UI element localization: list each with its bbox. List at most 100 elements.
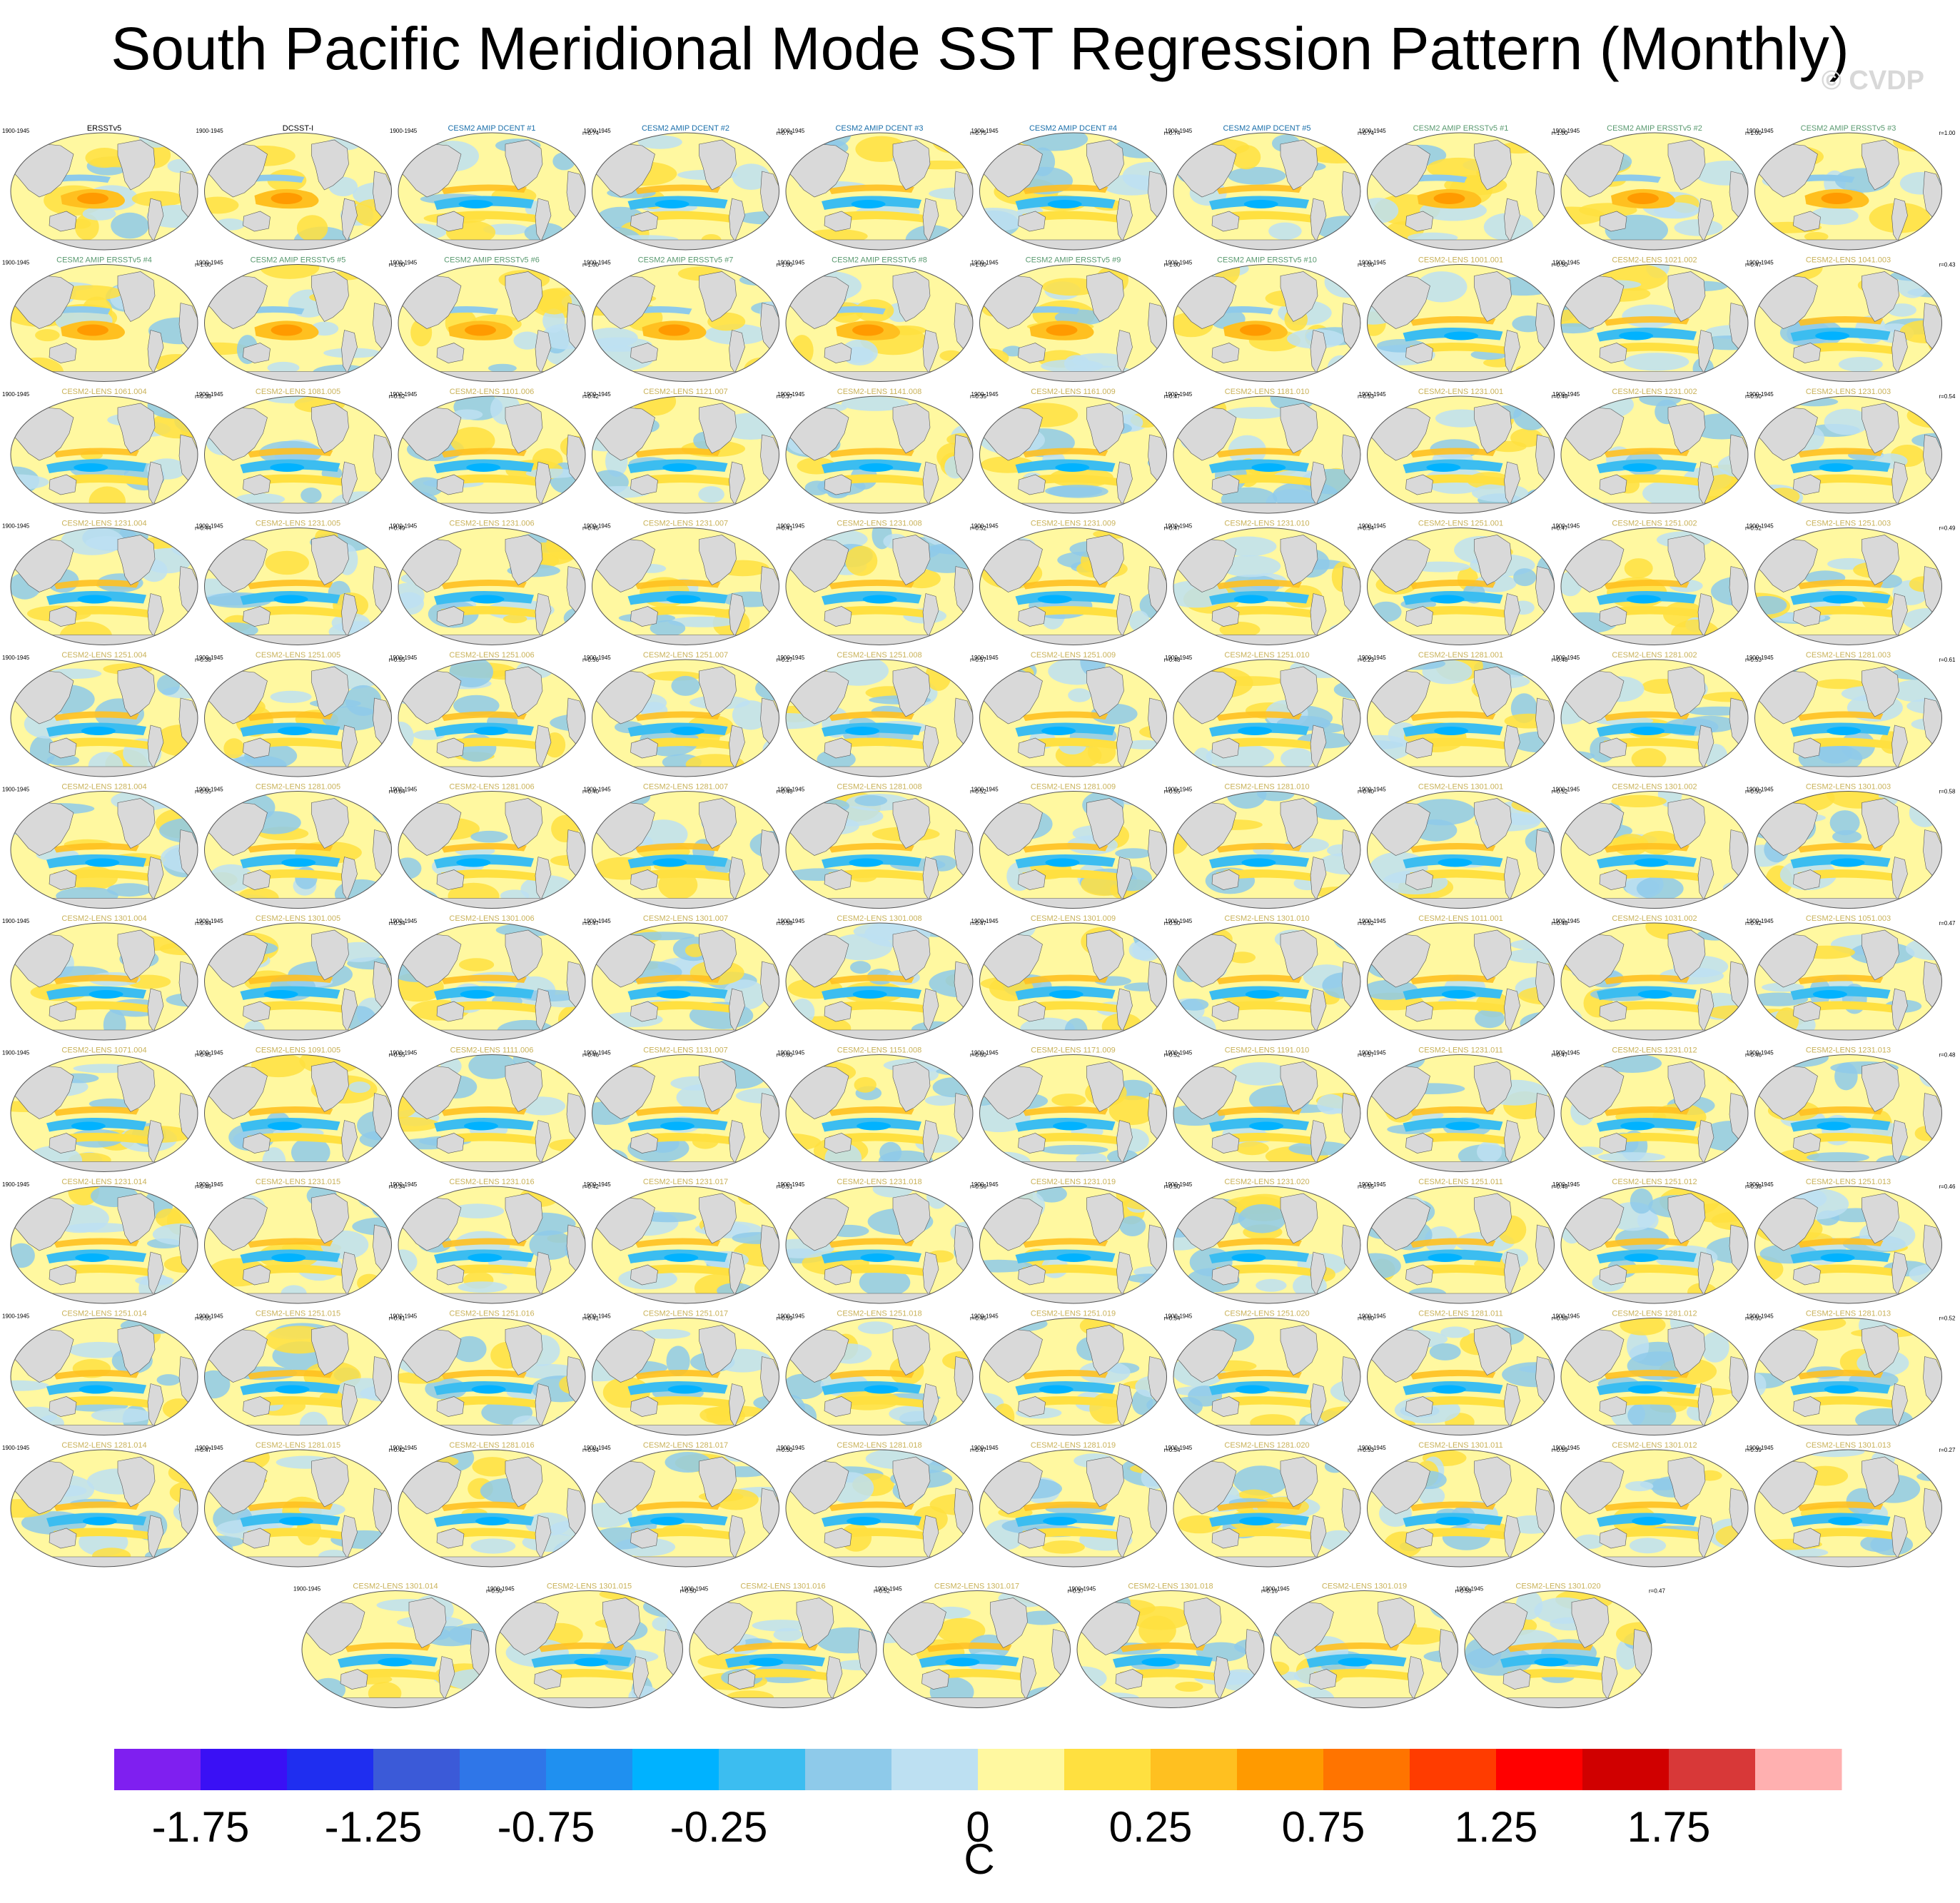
sst-warm-band [1410, 342, 1510, 355]
land-mass [1697, 1251, 1714, 1296]
map-outline [1173, 922, 1361, 1041]
panel-period: 1900-1945 [196, 1445, 224, 1451]
sst-cool-core [263, 990, 298, 999]
land-mass [799, 371, 959, 382]
panel-pattern-correlation: r=0.52 [389, 393, 405, 400]
panel-pattern-correlation: r=0.34 [389, 920, 405, 927]
map-outline [1367, 791, 1555, 909]
sst-anomaly-patch [1116, 1186, 1167, 1210]
sst-anomaly-patch [1465, 1645, 1533, 1676]
sst-anomaly-patch [1102, 174, 1162, 196]
sst-warm-band [1022, 869, 1123, 882]
panel-pattern-correlation: r=0.56 [970, 1183, 986, 1190]
land-mass [505, 139, 543, 191]
sst-warm-band [1797, 737, 1898, 749]
panel-period: 1900-1945 [1359, 1181, 1387, 1188]
land-mass [1862, 1325, 1899, 1375]
panel-period: 1900-1945 [1552, 918, 1580, 924]
sst-anomaly-patch [453, 695, 500, 716]
panel-period: 1900-1945 [390, 1313, 418, 1320]
land-mass [147, 857, 164, 901]
sst-warm-band [1797, 342, 1898, 355]
land-mass [436, 737, 465, 759]
map-outline [495, 1590, 683, 1708]
panel-period: 1900-1945 [971, 1181, 999, 1188]
sst-warm-band [1410, 1132, 1510, 1145]
sst-warm-band [1604, 448, 1689, 458]
land-mass [1474, 403, 1512, 454]
sst-anomaly-patch [1068, 688, 1091, 702]
sst-anomaly-patch [1505, 949, 1555, 964]
land-mass [1599, 343, 1627, 363]
land-mass [1599, 1133, 1627, 1154]
panel-pattern-correlation: r=0.60 [1358, 1316, 1374, 1322]
land-mass [729, 461, 745, 505]
land-mass [1211, 1264, 1240, 1286]
land-mass [24, 1556, 184, 1567]
land-mass [412, 766, 572, 777]
sst-cool-core [79, 1385, 113, 1394]
land-mass [412, 1293, 572, 1303]
land-mass [1667, 1456, 1706, 1508]
land-mass [1769, 1161, 1928, 1172]
panel-period: 1900-1945 [390, 918, 418, 924]
sst-anomaly-patch [131, 191, 185, 207]
panel-period: 1900-1945 [1552, 523, 1580, 530]
sst-warm-band [441, 1528, 541, 1540]
panel-pattern-correlation: r=0.45 [195, 1052, 211, 1059]
land-mass [1187, 1293, 1347, 1303]
panel-title: CESM2-LENS 1251.017 [643, 1310, 728, 1318]
sst-warm-band [829, 1528, 929, 1540]
sst-warm-band [1022, 605, 1123, 618]
sst-warm-band [1313, 1642, 1400, 1652]
sst-anomaly-patch [939, 138, 973, 152]
sst-warm-band [247, 1264, 348, 1276]
sst-anomaly-patch [1333, 923, 1360, 951]
sst-anomaly-patch [1040, 1145, 1108, 1155]
sst-warm-band [635, 1238, 721, 1248]
land-mass [1793, 1264, 1821, 1286]
land-mass [1793, 606, 1821, 627]
land-mass [1474, 929, 1512, 981]
panel-title: CESM2-LENS 1281.003 [1806, 651, 1891, 660]
panel-period: 1900-1945 [2, 1313, 30, 1320]
sst-warm-band [1604, 474, 1704, 486]
map-outline [398, 922, 586, 1041]
panel-pattern-correlation: r=0.23 [1358, 657, 1374, 663]
land-mass [24, 898, 184, 909]
panel-title: CESM2-LENS 1061.004 [61, 388, 146, 396]
sst-anomaly-patch [156, 1374, 181, 1386]
panel-title: CESM2-LENS 1301.016 [740, 1583, 825, 1591]
land-mass [1187, 503, 1347, 513]
sst-cool-core [1622, 463, 1657, 472]
map-outline [592, 528, 779, 645]
land-mass [799, 1029, 959, 1040]
panel-pattern-correlation: r=0.57 [970, 657, 986, 663]
sst-warm-core [1627, 193, 1659, 204]
map-outline [204, 1318, 392, 1435]
sst-anomaly-patch [732, 700, 769, 730]
sst-anomaly-patch [1561, 1155, 1577, 1168]
sst-anomaly-patch [291, 1137, 330, 1168]
land-mass [606, 1425, 765, 1435]
sst-anomaly-patch [872, 1186, 914, 1198]
panel-title: CESM2-LENS 1231.016 [449, 1178, 534, 1186]
land-mass [892, 271, 931, 322]
land-mass [1575, 1425, 1734, 1435]
land-mass [535, 1120, 552, 1164]
land-mass [1793, 343, 1821, 363]
sst-cool-core [1043, 1517, 1078, 1525]
panel-period: 1900-1945 [2, 391, 30, 398]
sst-anomaly-patch [450, 427, 495, 455]
sst-anomaly-patch [939, 350, 963, 361]
land-mass [699, 666, 737, 717]
